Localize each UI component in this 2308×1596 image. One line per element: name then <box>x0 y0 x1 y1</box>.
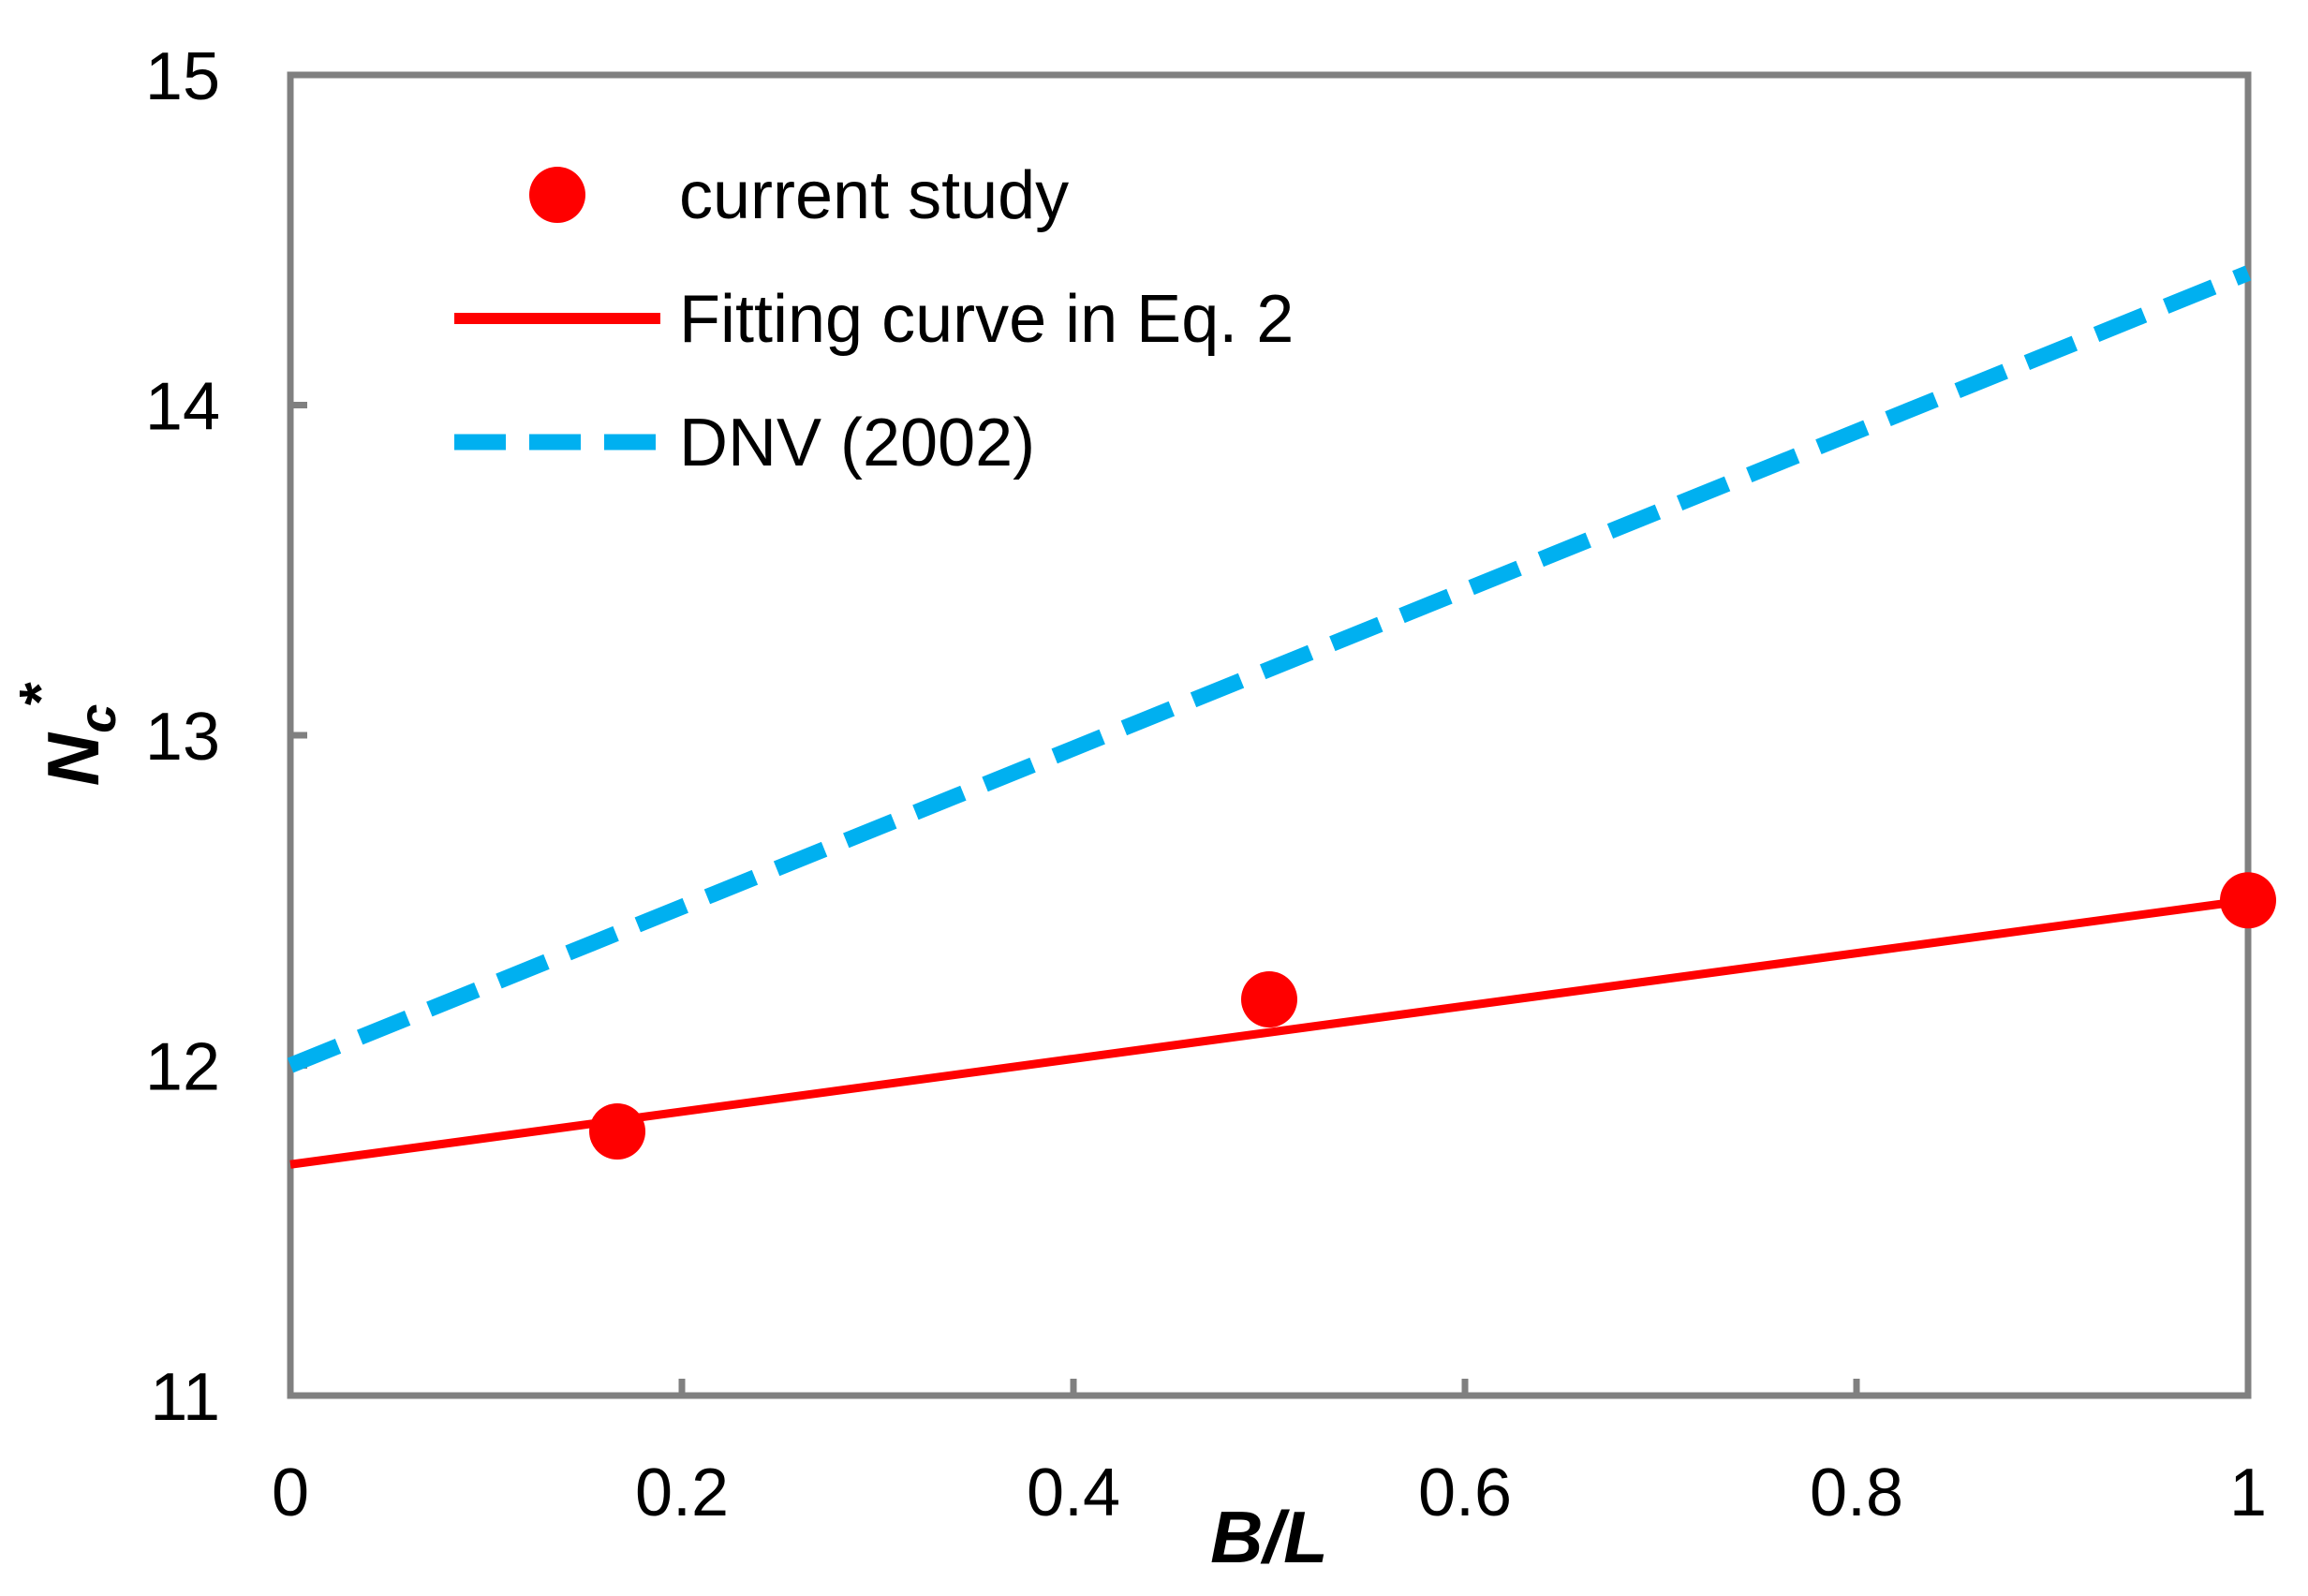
y-tick-label: 12 <box>145 1030 220 1105</box>
y-axis-tick-labels: 11 12 13 14 15 <box>145 39 220 1435</box>
x-tick-label: 0 <box>272 1456 309 1530</box>
legend: current study Fitting curve in Eq. 2 DNV… <box>454 158 1294 480</box>
x-axis-title: B/L <box>1210 1496 1328 1578</box>
svg-text:Nc*: Nc* <box>7 682 126 787</box>
y-axis-title: Nc* <box>7 682 126 787</box>
x-tick-label: 0.6 <box>1418 1456 1512 1530</box>
series-point-current-study <box>589 1103 646 1160</box>
series-point-current-study <box>2220 872 2276 929</box>
x-axis-tick-labels: 0 0.2 0.4 0.6 0.8 1 <box>272 1456 2267 1530</box>
series-point-current-study <box>1241 971 1297 1027</box>
y-axis-ticks <box>290 71 307 1399</box>
y-axis-title-superscript: * <box>7 682 74 708</box>
y-tick-label: 15 <box>145 39 220 114</box>
y-tick-label: 14 <box>145 370 220 445</box>
y-tick-label: 13 <box>145 700 220 775</box>
y-axis-title-subscript: c <box>67 704 126 733</box>
x-tick-label: 1 <box>2229 1456 2267 1530</box>
series-line-dnv <box>287 265 2252 1073</box>
legend-marker-current-study <box>529 167 585 223</box>
plot-area-frame <box>287 71 2252 1399</box>
x-tick-label: 0.2 <box>635 1456 729 1530</box>
legend-label-dnv: DNV (2002) <box>679 406 1035 480</box>
series-layer <box>287 265 2276 1169</box>
x-tick-label: 0.8 <box>1810 1456 1903 1530</box>
legend-label-current-study: current study <box>679 158 1069 233</box>
y-tick-label: 11 <box>150 1360 220 1435</box>
legend-label-fitting-curve: Fitting curve in Eq. 2 <box>679 282 1294 357</box>
y-axis-title-base: N <box>32 732 114 786</box>
x-axis-ticks <box>287 1379 2252 1396</box>
x-tick-label: 0.4 <box>1027 1456 1120 1530</box>
